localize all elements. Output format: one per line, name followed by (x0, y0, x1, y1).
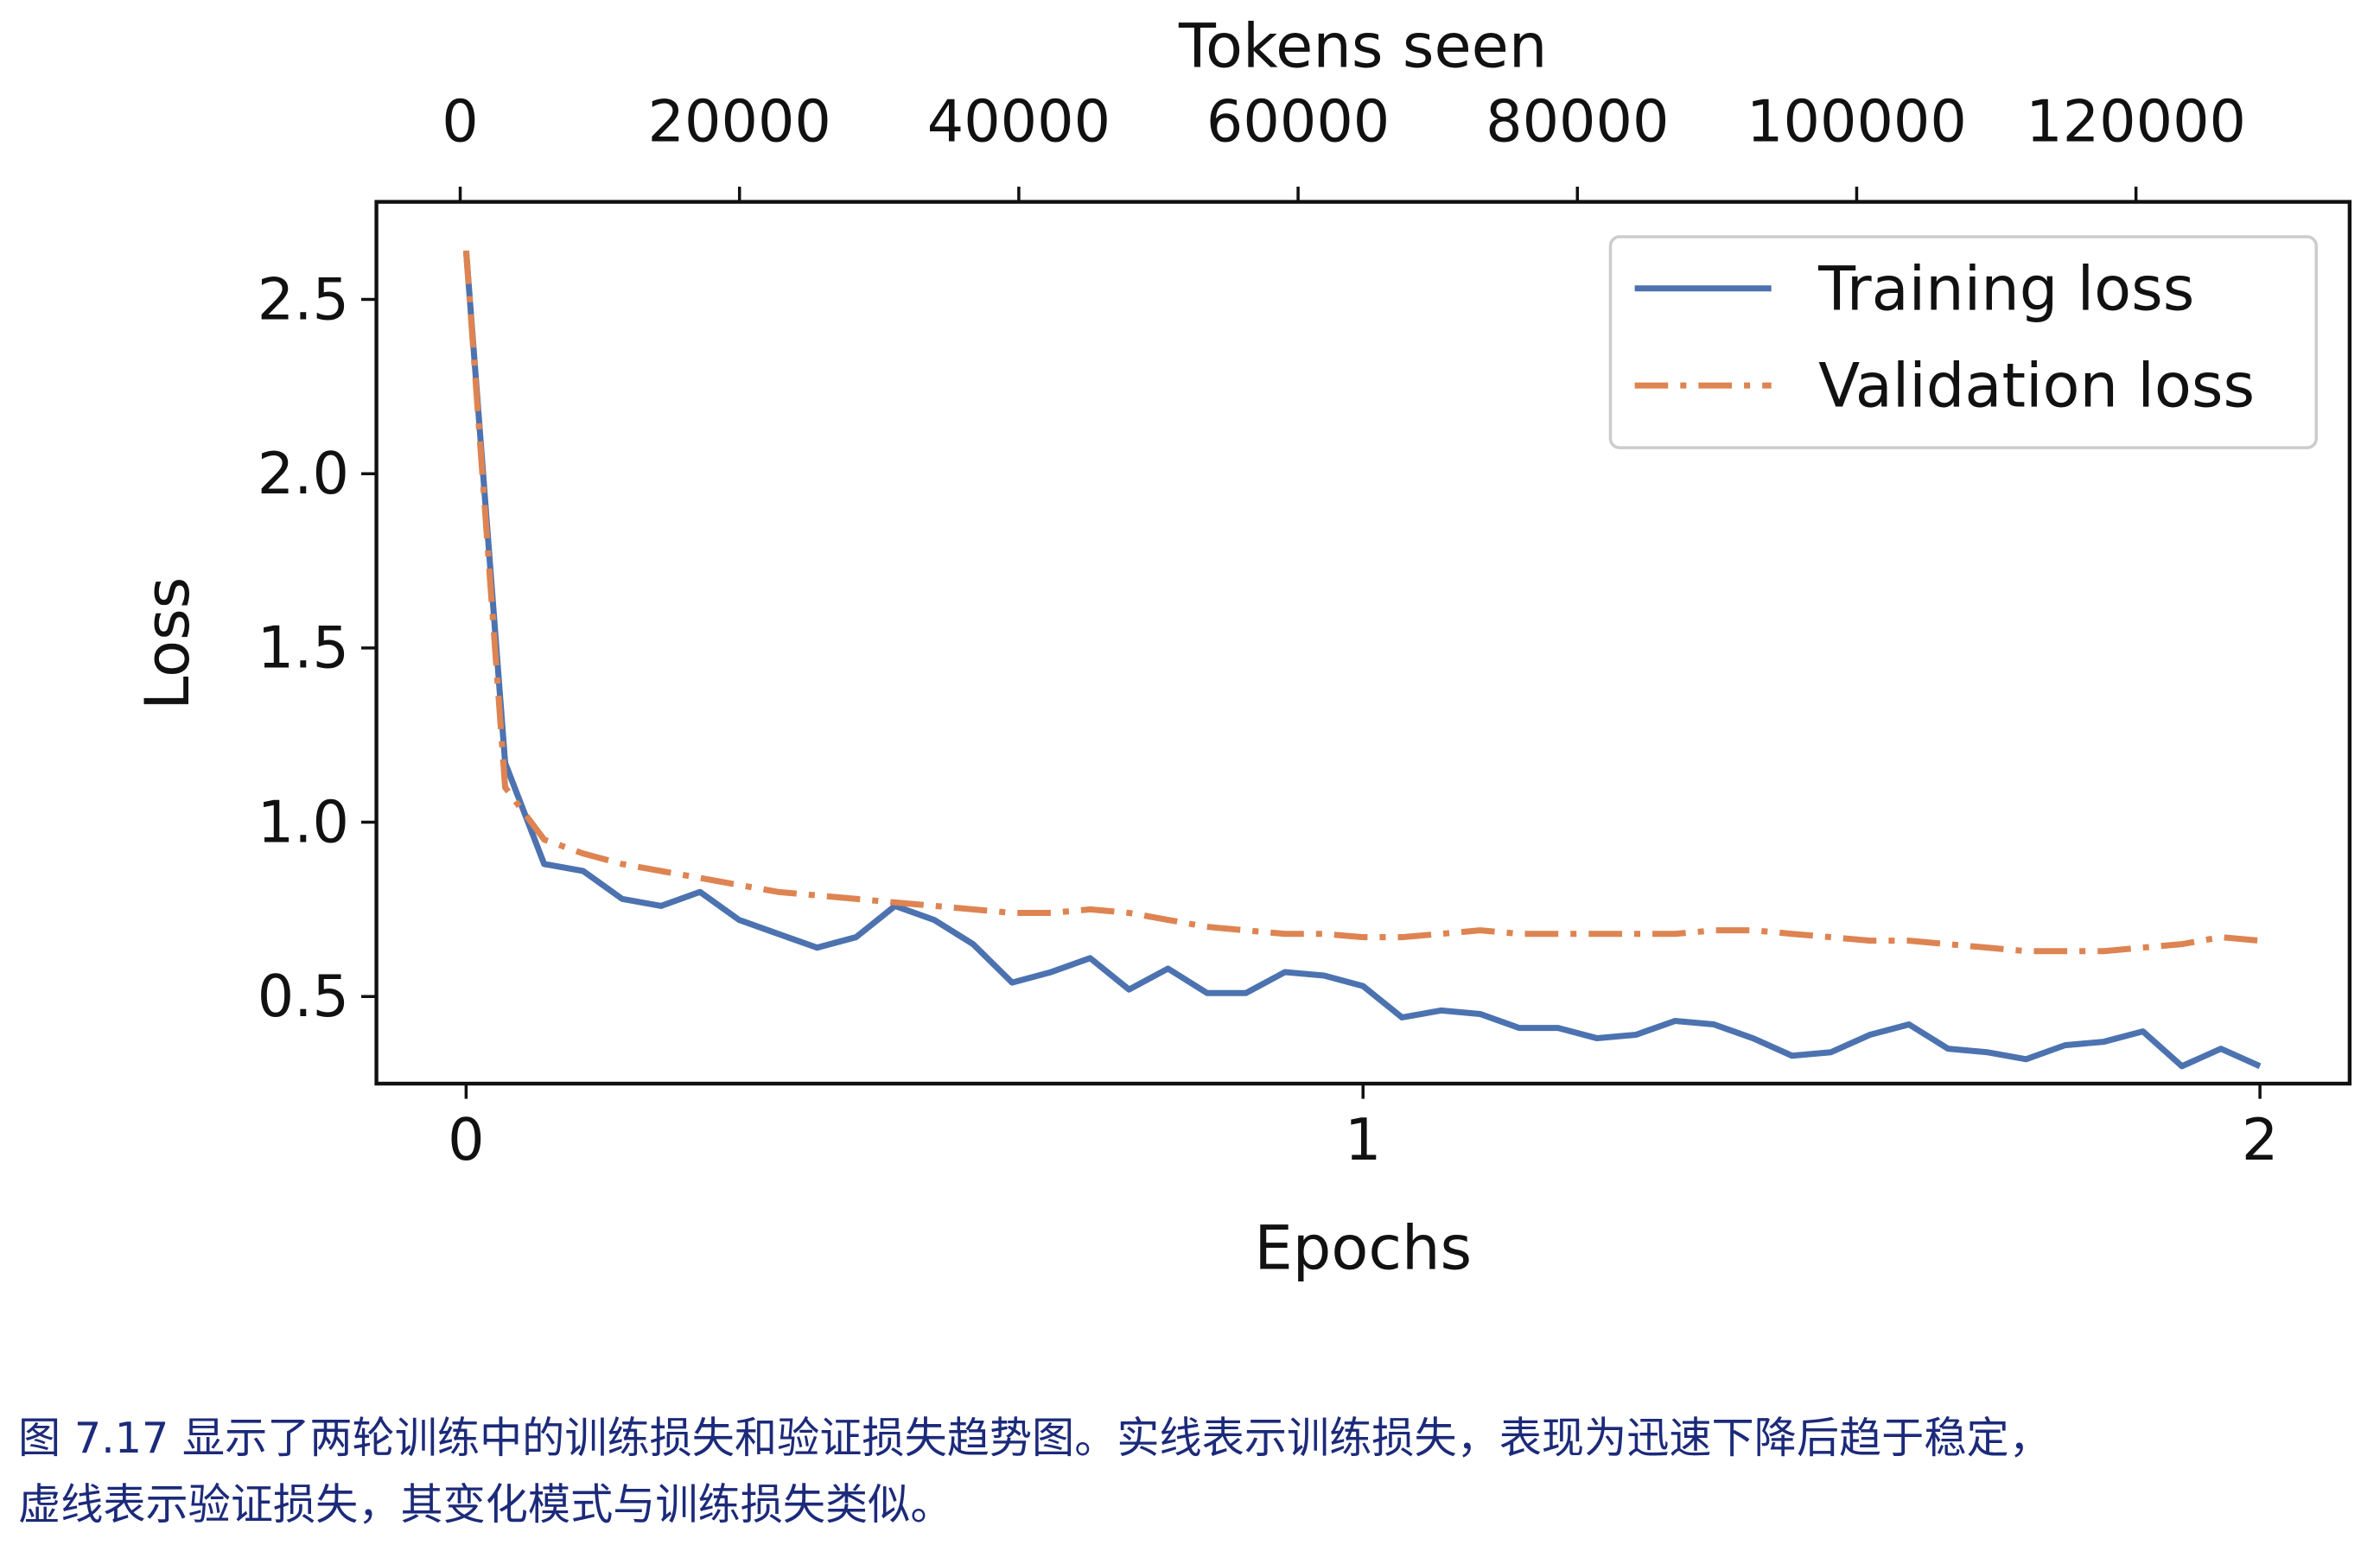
caption-line-1: 图 7.17 显示了两轮训练中的训练损失和验证损失趋势图。实线表示训练损失，表现… (18, 1413, 2052, 1463)
x-tick-label: 2 (2242, 1106, 2278, 1173)
top-x-tick-label: 100000 (1747, 87, 1967, 155)
top-x-tick-label: 20000 (648, 87, 831, 155)
x-tick-label: 0 (448, 1106, 484, 1173)
legend: Training loss Validation loss (1608, 235, 2318, 449)
x-tick-label: 1 (1345, 1106, 1381, 1173)
top-x-tick-label: 80000 (1486, 87, 1669, 155)
y-tick-label: 2.5 (258, 265, 349, 333)
top-axis-label: Tokens seen (1178, 10, 1547, 81)
x-axis-label: Epochs (1254, 1212, 1472, 1283)
top-x-tick-label: 60000 (1206, 87, 1390, 155)
y-tick-label: 0.5 (258, 963, 349, 1030)
y-tick-label: 1.0 (258, 788, 349, 855)
y-axis-label: Loss (132, 577, 203, 710)
caption-line-2: 虚线表示验证损失，其变化模式与训练损失类似。 (18, 1479, 952, 1529)
legend-label-validation: Validation loss (1818, 351, 2255, 422)
legend-box (1608, 235, 2318, 449)
top-x-tick-label: 120000 (2026, 87, 2246, 155)
y-tick-label: 2.0 (258, 440, 349, 507)
y-tick-label: 1.5 (258, 614, 349, 682)
top-x-tick-label: 0 (442, 87, 478, 155)
top-x-tick-label: 40000 (927, 87, 1110, 155)
legend-label-training: Training loss (1817, 253, 2194, 324)
